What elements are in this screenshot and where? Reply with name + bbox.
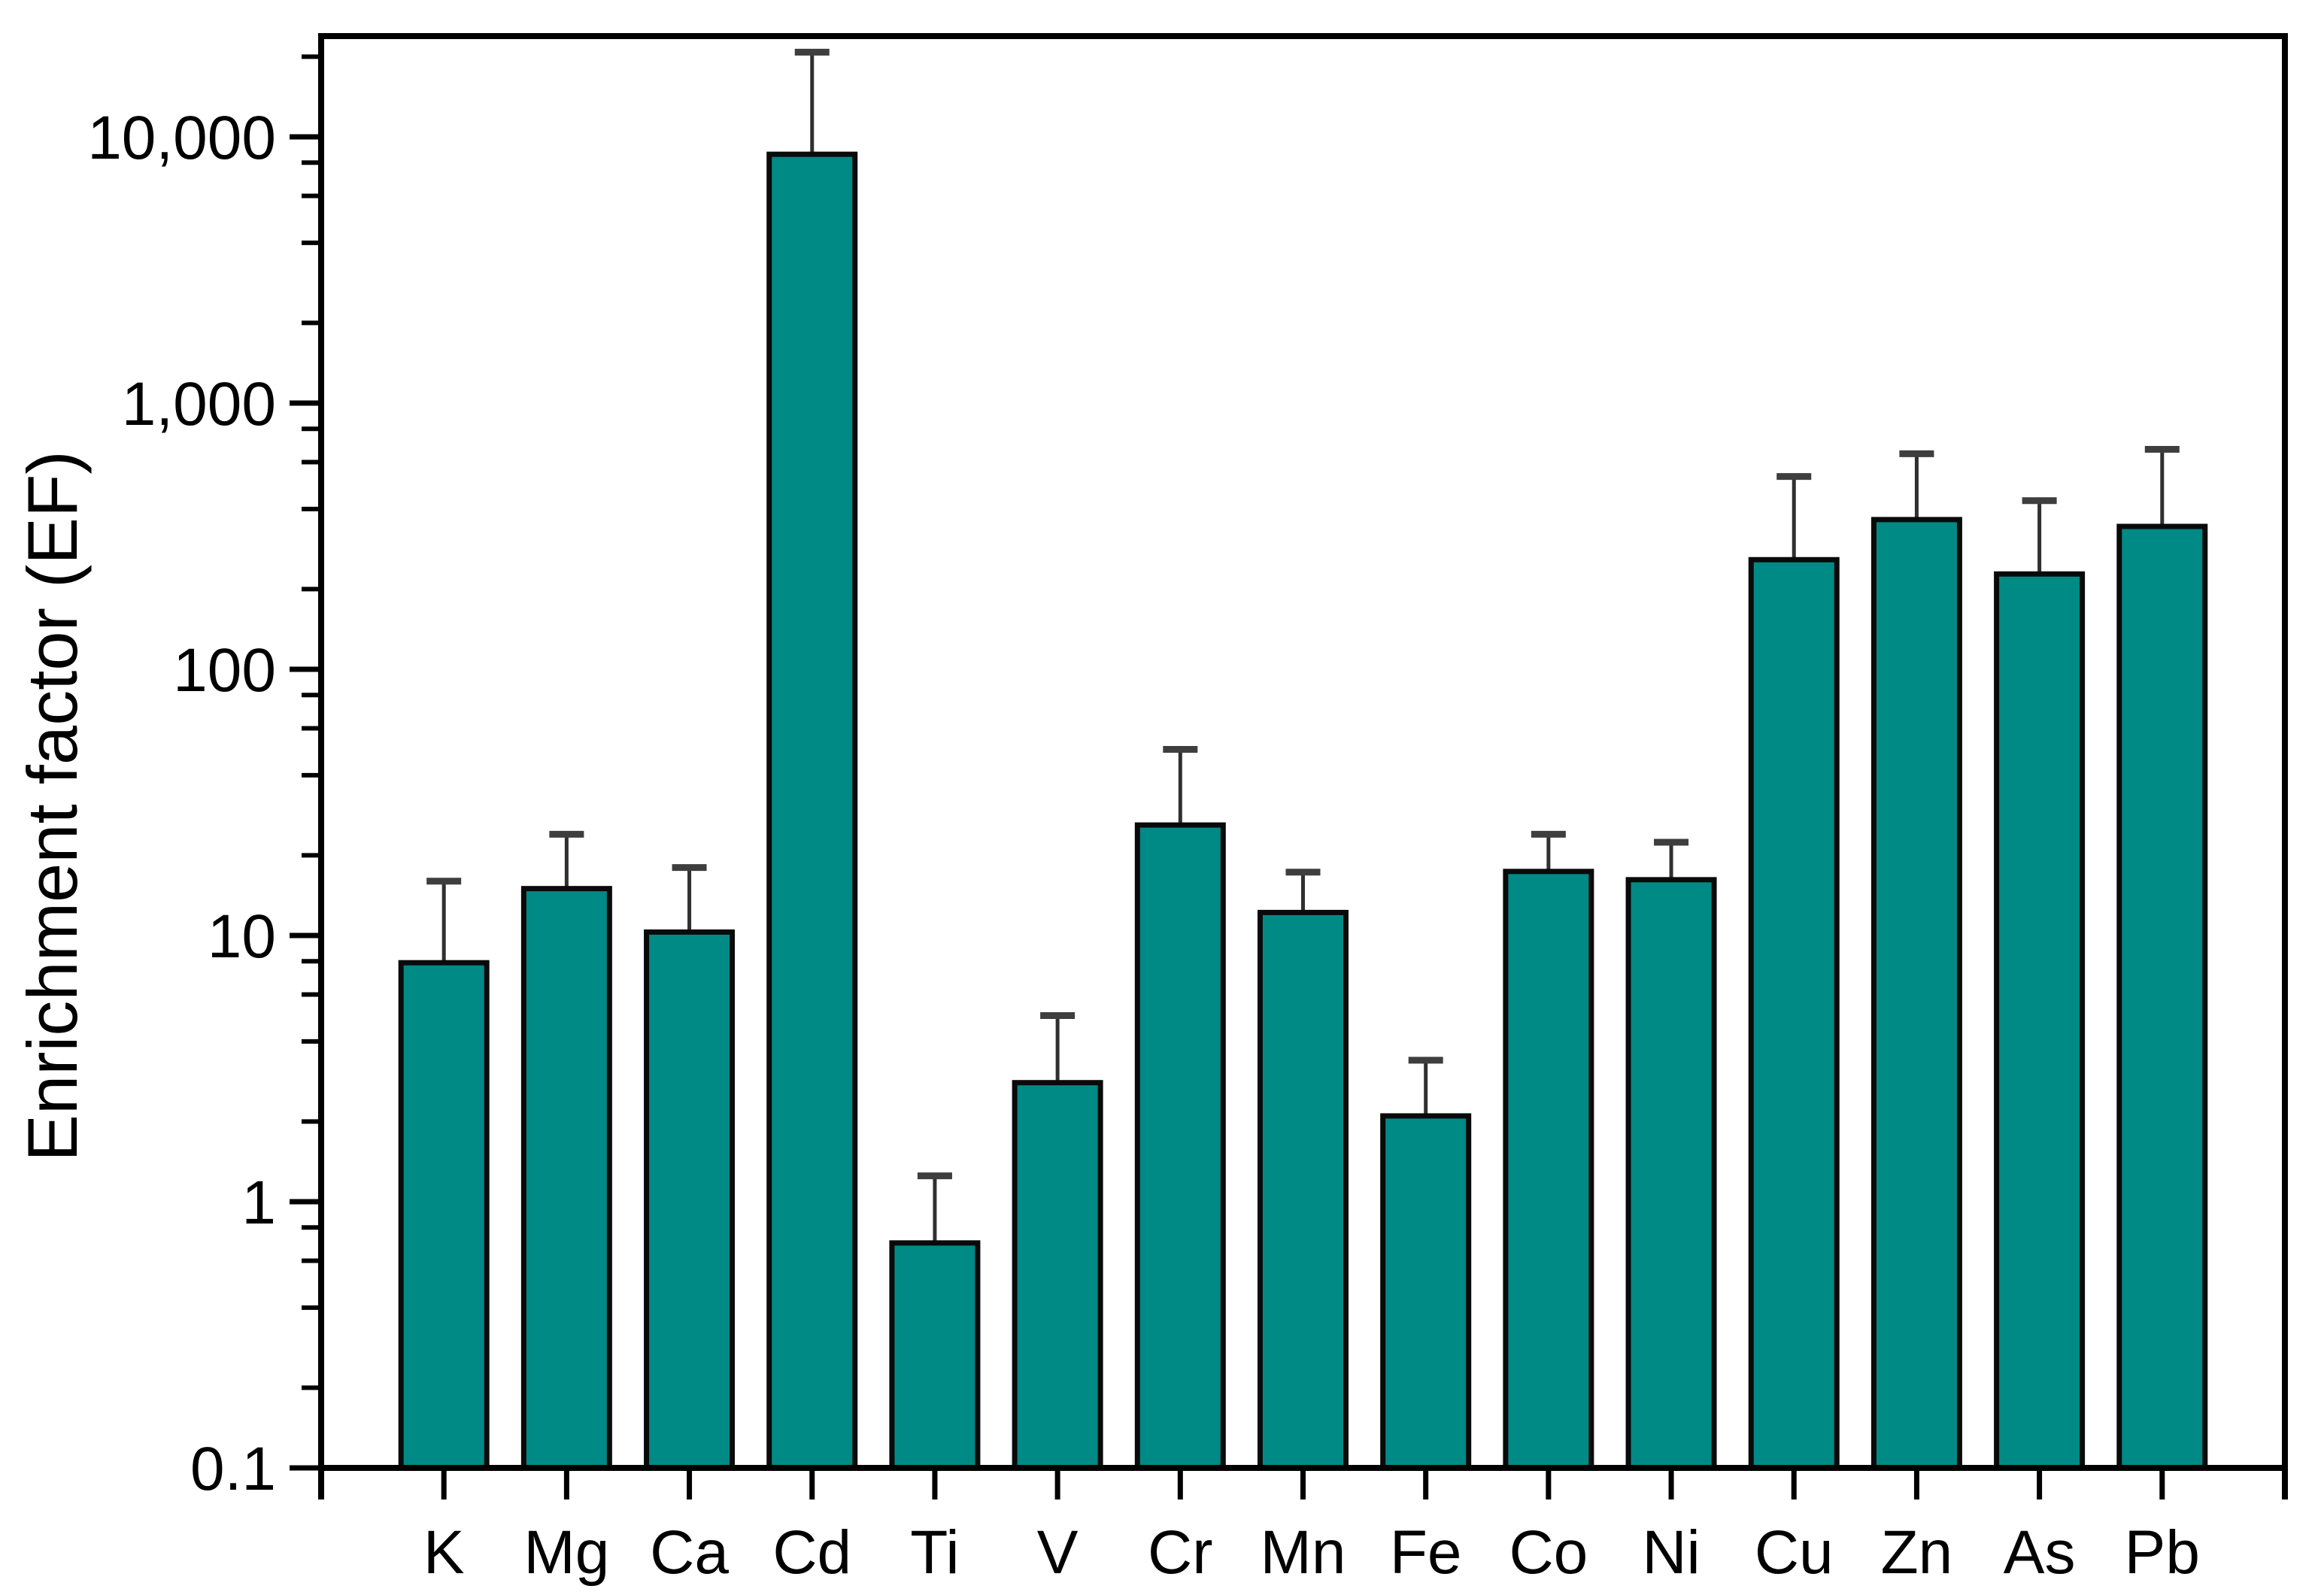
x-category-label-Cu: Cu: [1755, 1518, 1834, 1587]
x-category-label-Cd: Cd: [772, 1518, 851, 1587]
bar-Pb: [2116, 523, 2208, 1471]
bar-Cd: [766, 151, 858, 1471]
x-category-label-Mg: Mg: [523, 1518, 609, 1587]
x-category-label-Mn: Mn: [1261, 1518, 1346, 1587]
bar-Mn: [1258, 909, 1349, 1471]
x-category-label-Fe: Fe: [1390, 1518, 1462, 1587]
bar-As: [1994, 571, 2086, 1471]
y-tick-label-10,000: 10,000: [87, 104, 276, 172]
x-category-label-Zn: Zn: [1881, 1518, 1953, 1587]
bar-Ni: [1625, 877, 1717, 1471]
x-category-label-V: V: [1037, 1518, 1079, 1587]
x-category-label-Ti: Ti: [910, 1518, 959, 1587]
y-tick-label-100: 100: [173, 636, 276, 705]
bar-Mg: [520, 886, 612, 1471]
bar-Cu: [1748, 556, 1840, 1471]
bar-Zn: [1870, 517, 1962, 1471]
bar-K: [398, 960, 490, 1471]
x-category-label-K: K: [423, 1518, 465, 1587]
bar-Ca: [644, 929, 736, 1471]
x-category-label-Ni: Ni: [1642, 1518, 1700, 1587]
bar-Co: [1503, 869, 1594, 1471]
bar-Ti: [889, 1240, 981, 1471]
y-tick-label-0.1: 0.1: [190, 1435, 276, 1503]
x-category-label-As: As: [2004, 1518, 2076, 1587]
y-tick-label-1,000: 1,000: [122, 370, 276, 438]
bar-Cr: [1134, 822, 1226, 1471]
x-category-label-Pb: Pb: [2125, 1518, 2200, 1587]
y-tick-label-1: 1: [241, 1169, 276, 1237]
y-tick-label-10: 10: [208, 902, 276, 971]
x-category-label-Co: Co: [1509, 1518, 1588, 1587]
x-category-label-Ca: Ca: [650, 1518, 729, 1587]
bar-Fe: [1380, 1113, 1472, 1471]
bar-V: [1012, 1080, 1103, 1471]
x-category-label-Cr: Cr: [1148, 1518, 1213, 1587]
